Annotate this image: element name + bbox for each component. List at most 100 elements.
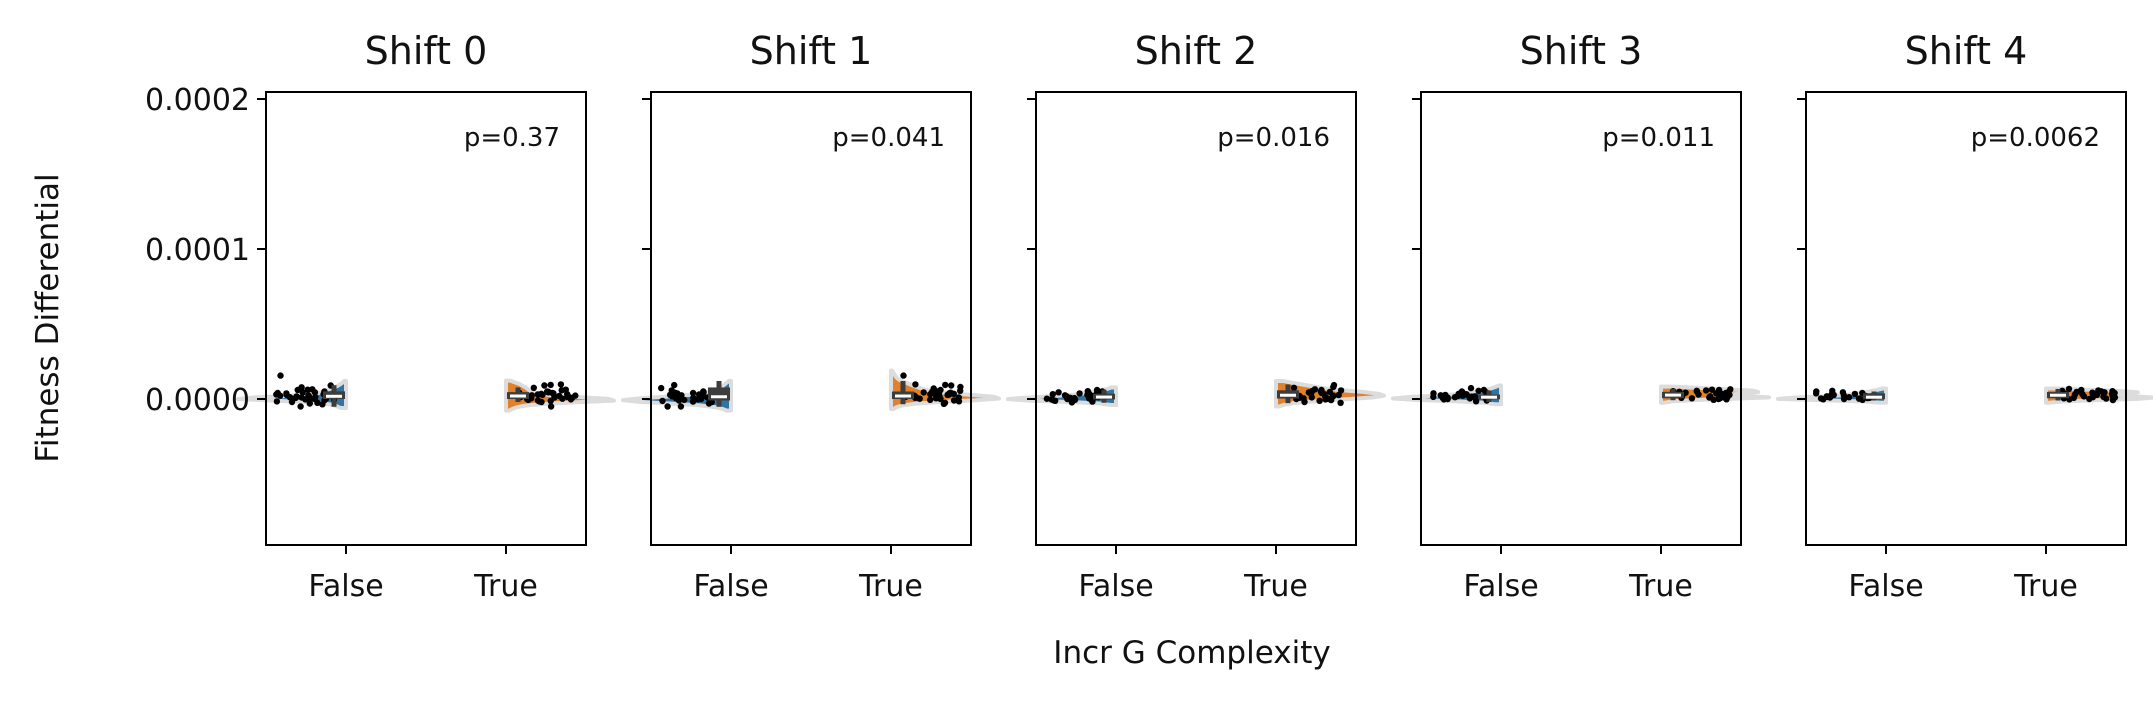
data-point <box>1451 394 1459 401</box>
data-point <box>1467 384 1475 392</box>
data-point <box>547 403 555 410</box>
x-tick-label: True <box>473 569 538 604</box>
y-axis-label: Fitness Differential <box>30 173 66 462</box>
data-point <box>1049 391 1057 398</box>
data-point <box>1826 394 1834 401</box>
data-point <box>1064 395 1071 403</box>
y-tick-label: 0.0002 <box>145 83 250 118</box>
data-point <box>920 389 927 396</box>
data-point <box>664 403 671 410</box>
data-point <box>1440 396 1448 403</box>
data-point <box>292 394 299 402</box>
x-tick-label: False <box>1078 569 1153 604</box>
data-point <box>2109 396 2117 404</box>
iqr-box <box>708 387 730 401</box>
data-point <box>277 392 284 399</box>
data-point <box>1089 398 1096 405</box>
x-tick-label: True <box>858 569 923 604</box>
x-tick-label: False <box>1848 569 1923 604</box>
data-point <box>1335 391 1342 399</box>
data-point <box>1301 398 1308 406</box>
p-value-annotation: p=0.37 <box>464 123 560 153</box>
data-point <box>658 384 665 392</box>
data-point <box>1337 387 1345 394</box>
data-point <box>2080 393 2088 400</box>
data-point <box>306 400 313 407</box>
data-point <box>1055 389 1062 396</box>
data-point <box>541 382 548 389</box>
x-tick-label: False <box>1463 569 1538 604</box>
data-point <box>288 398 296 406</box>
chart-panel: Shift 0 0.0000 0.0001 0.0002 False True p=0.37 <box>145 29 616 604</box>
data-point <box>689 398 697 405</box>
chart-panel: Shift 1 False True p=0.041 <box>621 29 1001 604</box>
data-point <box>304 386 311 393</box>
data-point <box>659 397 666 405</box>
data-point <box>957 387 964 394</box>
data-point <box>1845 394 1853 401</box>
data-point <box>689 389 697 397</box>
y-tick-label: 0.0001 <box>145 233 250 268</box>
data-point <box>1688 395 1696 402</box>
data-point <box>530 384 537 391</box>
data-point <box>2103 395 2110 402</box>
data-point <box>705 400 713 407</box>
data-point <box>916 395 923 402</box>
data-point <box>2086 395 2093 403</box>
data-point <box>900 372 907 379</box>
data-point <box>927 396 934 403</box>
chart-panel: Shift 3 False True p=0.011 <box>1391 29 1771 604</box>
data-point <box>677 403 685 410</box>
data-point <box>1812 390 1820 397</box>
data-point <box>286 394 294 401</box>
data-point <box>950 397 958 404</box>
data-point <box>319 401 326 408</box>
data-point <box>1052 397 1059 404</box>
data-point <box>948 382 955 389</box>
data-point <box>547 397 554 405</box>
data-point <box>311 389 319 396</box>
data-point <box>1715 395 1722 403</box>
x-tick-label: False <box>308 569 383 604</box>
data-point <box>1695 391 1702 398</box>
data-point <box>557 381 565 388</box>
data-point <box>1308 394 1316 401</box>
data-point <box>681 396 688 404</box>
x-tick-label: True <box>2013 569 2078 604</box>
data-point <box>937 395 944 403</box>
data-point <box>1430 393 1437 401</box>
data-point <box>1472 398 1480 405</box>
data-point <box>955 398 963 405</box>
data-point <box>671 381 678 389</box>
data-point <box>567 396 575 403</box>
data-point <box>297 403 304 410</box>
p-value-annotation: p=0.011 <box>1602 123 1715 153</box>
p-value-annotation: p=0.0062 <box>1971 123 2100 153</box>
data-point <box>547 381 554 389</box>
p-value-annotation: p=0.041 <box>832 123 945 153</box>
data-point <box>1840 395 1848 403</box>
data-point <box>558 387 565 394</box>
chart-panel: Shift 4 False True p=0.0062 <box>1776 29 2153 604</box>
data-point <box>538 398 545 406</box>
data-point <box>1702 387 1710 394</box>
data-point <box>273 398 281 405</box>
axes-frame <box>650 91 972 546</box>
data-point <box>294 386 301 394</box>
data-point <box>559 395 566 402</box>
data-point <box>1068 399 1076 406</box>
data-point <box>1851 390 1859 398</box>
panel-title: Shift 3 <box>1520 29 1643 73</box>
data-point <box>1475 387 1482 394</box>
data-point <box>1337 399 1344 406</box>
data-point <box>299 389 306 396</box>
data-point <box>695 396 702 403</box>
panel-title: Shift 4 <box>1905 29 2028 73</box>
panel-title: Shift 0 <box>365 29 488 73</box>
data-point <box>1322 396 1329 403</box>
x-tick-label: True <box>1628 569 1693 604</box>
data-point <box>539 391 546 398</box>
data-point <box>1316 397 1323 404</box>
data-point <box>1330 383 1337 391</box>
x-axis-label: Incr G Complexity <box>1053 635 1330 671</box>
